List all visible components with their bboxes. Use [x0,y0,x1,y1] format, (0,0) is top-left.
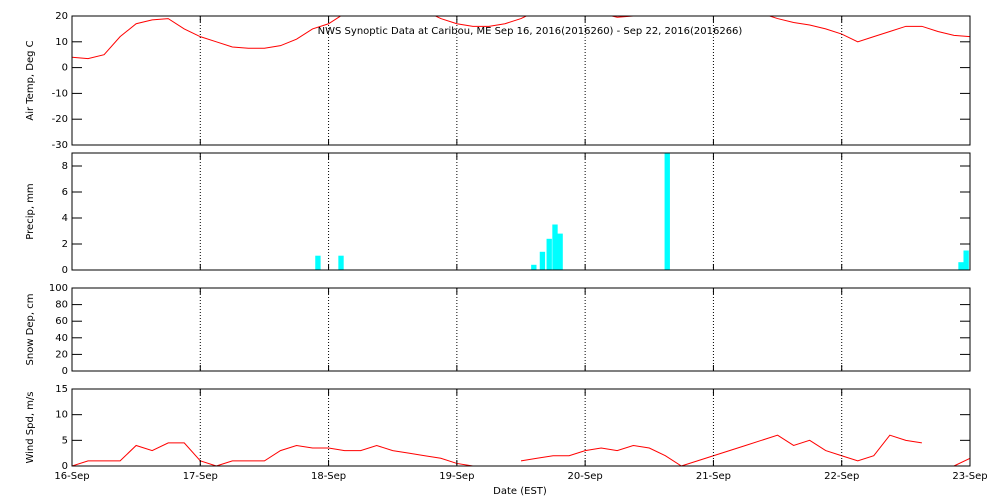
plot-area [72,16,970,60]
y-tick-label: -30 [52,140,68,151]
y-axis-label: Air Temp, Deg C [25,40,36,120]
bar [557,233,563,270]
x-axis-label: Date (EST) [493,486,547,497]
bar [963,250,969,270]
bar [315,255,321,270]
y-tick-label: 10 [55,410,68,421]
plot-frame [71,152,971,271]
x-tick-label: 19-Sep [439,471,474,482]
plot-area [72,434,970,466]
x-tick-label: 23-Sep [952,471,987,482]
y-tick-label: 40 [55,333,68,344]
bar [546,238,552,270]
y-tick-label: 6 [62,187,68,198]
y-tick-label: -10 [52,88,68,99]
x-tick-label: 22-Sep [824,471,859,482]
plot-area [315,153,969,270]
y-tick-label: 80 [55,300,68,311]
bar [552,224,558,270]
y-tick-label: 0 [62,366,68,377]
data-line [72,434,970,466]
x-tick-label: 18-Sep [311,471,346,482]
y-tick-label: 10 [55,37,68,48]
x-tick-label: 17-Sep [183,471,218,482]
y-tick-label: 0 [62,265,68,276]
plot-frame [71,287,971,372]
y-tick-label: 2 [62,239,68,250]
y-tick-label: 15 [55,384,68,395]
y-axis-label: Wind Spd, m/s [25,391,36,463]
y-tick-label: 0 [62,461,68,472]
bar [531,264,537,270]
plot-frame [71,15,971,146]
y-tick-label: 60 [55,316,68,327]
x-tick-label: 16-Sep [54,471,89,482]
y-tick-label: 0 [62,63,68,74]
bar [539,251,546,270]
bar [958,262,964,270]
x-tick-label: 20-Sep [568,471,603,482]
y-tick-label: 100 [49,283,68,294]
data-line [72,16,970,60]
y-tick-label: 4 [62,213,68,224]
chart-title: NWS Synoptic Data at Caribou, ME Sep 16,… [318,26,743,37]
x-tick-label: 21-Sep [696,471,731,482]
bar [338,255,344,270]
y-axis-label: Precip, mm [25,183,36,239]
y-tick-label: 8 [62,161,68,172]
y-tick-label: 20 [55,11,68,22]
y-axis-label: Snow Dep, cm [25,294,36,366]
y-tick-label: -20 [52,114,68,125]
bar [664,153,670,270]
plot-frame [71,388,971,467]
y-tick-label: 5 [62,435,68,446]
y-tick-label: 20 [55,349,68,360]
